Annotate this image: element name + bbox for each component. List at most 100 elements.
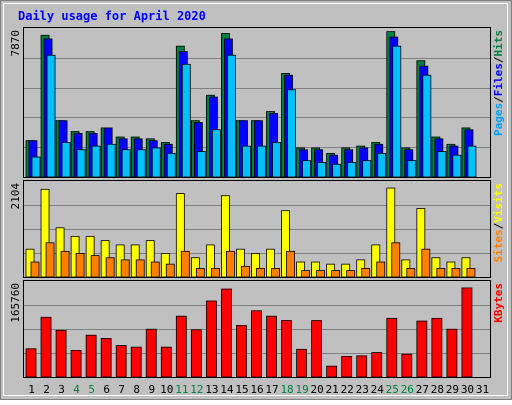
top-bar-pages-day-28: [437, 151, 447, 178]
middle-bar-sites-day-5: [90, 255, 100, 278]
middle-bar-sites-day-24: [376, 261, 386, 278]
top-bar-pages-day-26: [407, 160, 417, 178]
day-label-12: 12: [190, 383, 203, 396]
legend-entry-pages: Pages: [492, 103, 505, 136]
top-bar-pages-day-30: [467, 145, 477, 178]
bottom-bar-kbytes-day-19: [296, 348, 307, 378]
middle-bar-sites-day-8: [135, 259, 145, 278]
day-label-25: 25: [386, 383, 399, 396]
bottom-bar-kbytes-day-8: [130, 346, 142, 378]
middle-bar-sites-day-2: [45, 242, 55, 278]
middle-bar-visits-day-19: [296, 261, 305, 278]
day-label-17: 17: [265, 383, 278, 396]
middle-bar-sites-day-20: [316, 270, 326, 278]
middle-max-label: 2104: [9, 183, 22, 210]
bottom-bar-kbytes-day-28: [431, 317, 443, 378]
bottom-bar-kbytes-day-16: [251, 310, 262, 378]
bottom-bar-kbytes-day-27: [416, 320, 428, 378]
bottom-bar-kbytes-day-18: [281, 320, 292, 378]
top-bar-pages-day-19: [302, 160, 311, 178]
top-bar-pages-day-7: [121, 149, 131, 178]
middle-bar-visits-day-16: [251, 253, 260, 278]
day-label-2: 2: [43, 383, 50, 396]
middle-bar-sites-day-16: [256, 268, 265, 278]
middle-bar-visits-day-14: [221, 195, 230, 278]
bottom-bar-kbytes-day-2: [40, 316, 52, 378]
legend-separator: /: [492, 56, 505, 63]
top-legend: Pages/Files/Hits: [492, 30, 505, 136]
middle-bar-sites-day-4: [75, 253, 85, 278]
day-label-6: 6: [103, 383, 110, 396]
legend-entry-visits: Visits: [492, 183, 505, 223]
top-bar-pages-day-8: [136, 149, 146, 178]
top-bar-pages-day-6: [106, 143, 116, 178]
middle-bar-visits-day-20: [311, 261, 321, 278]
top-bar-pages-day-24: [377, 152, 387, 178]
bottom-bar-kbytes-day-30: [461, 287, 473, 378]
top-bar-pages-day-3: [61, 142, 71, 178]
day-label-7: 7: [118, 383, 125, 396]
top-bar-pages-day-29: [452, 154, 462, 178]
day-label-1: 1: [28, 383, 35, 396]
legend-entry-sites: Sites: [492, 229, 505, 262]
day-label-23: 23: [356, 383, 369, 396]
bottom-bar-kbytes-day-12: [190, 329, 202, 378]
bottom-bar-kbytes-day-3: [55, 329, 67, 378]
bottom-bar-kbytes-day-5: [85, 334, 97, 378]
top-bar-pages-day-25: [392, 45, 402, 178]
bottom-bar-kbytes-day-26: [401, 353, 413, 378]
legend-separator: /: [492, 96, 505, 103]
day-label-20: 20: [311, 383, 324, 396]
day-label-9: 9: [148, 383, 155, 396]
middle-bar-sites-day-19: [301, 270, 310, 278]
legend-entry-hits: Hits: [492, 30, 505, 57]
middle-bar-visits-day-27: [416, 208, 426, 278]
top-bar-pages-day-2: [46, 54, 56, 178]
day-label-10: 10: [160, 383, 173, 396]
chart-title: Daily usage for April 2020: [18, 9, 206, 23]
axis-labels: 7870Pages/Files/Hits2104Sites/Visits1657…: [9, 30, 505, 396]
top-bar-pages-day-17: [272, 142, 281, 178]
middle-bar-visits-day-12: [190, 257, 200, 278]
day-label-4: 4: [73, 383, 80, 396]
bar-marks: [25, 31, 477, 378]
top-bar-pages-day-18: [287, 89, 296, 178]
day-label-24: 24: [371, 383, 385, 396]
top-bar-pages-day-12: [196, 151, 206, 178]
bottom-bar-kbytes-day-10: [160, 346, 172, 378]
top-bar-pages-day-15: [242, 145, 251, 178]
day-label-21: 21: [326, 383, 339, 396]
day-label-18: 18: [280, 383, 293, 396]
bottom-bar-kbytes-day-23: [356, 355, 368, 378]
bottom-bar-kbytes-day-11: [175, 315, 187, 378]
middle-legend: Sites/Visits: [492, 183, 505, 263]
top-bar-pages-day-20: [317, 162, 327, 178]
middle-bar-sites-day-14: [226, 250, 235, 278]
middle-bar-visits-day-9: [145, 240, 155, 278]
day-label-8: 8: [133, 383, 140, 396]
top-bar-pages-day-5: [91, 145, 101, 178]
day-label-13: 13: [205, 383, 218, 396]
bottom-bar-kbytes-day-13: [205, 300, 217, 378]
inner-frame: [3, 3, 508, 396]
day-label-22: 22: [341, 383, 354, 396]
middle-bar-sites-day-7: [120, 259, 130, 278]
middle-bar-visits-day-11: [175, 193, 185, 278]
day-label-15: 15: [235, 383, 248, 396]
day-label-3: 3: [58, 383, 65, 396]
middle-bar-sites-day-17: [271, 268, 280, 278]
middle-bar-sites-day-28: [436, 268, 446, 278]
day-label-19: 19: [295, 383, 308, 396]
middle-bar-sites-day-22: [346, 270, 356, 278]
bottom-bar-kbytes-day-4: [70, 349, 82, 378]
top-bar-pages-day-14: [227, 54, 236, 178]
middle-bar-visits-day-28: [431, 257, 441, 278]
middle-bar-sites-day-6: [105, 257, 115, 278]
bottom-bar-kbytes-day-21: [326, 365, 338, 378]
middle-bar-visits-day-15: [236, 248, 245, 278]
top-bar-pages-day-13: [211, 129, 221, 178]
bottom-bar-kbytes-day-9: [145, 328, 157, 378]
middle-bar-sites-day-21: [331, 270, 341, 278]
middle-bar-sites-day-9: [150, 261, 160, 278]
